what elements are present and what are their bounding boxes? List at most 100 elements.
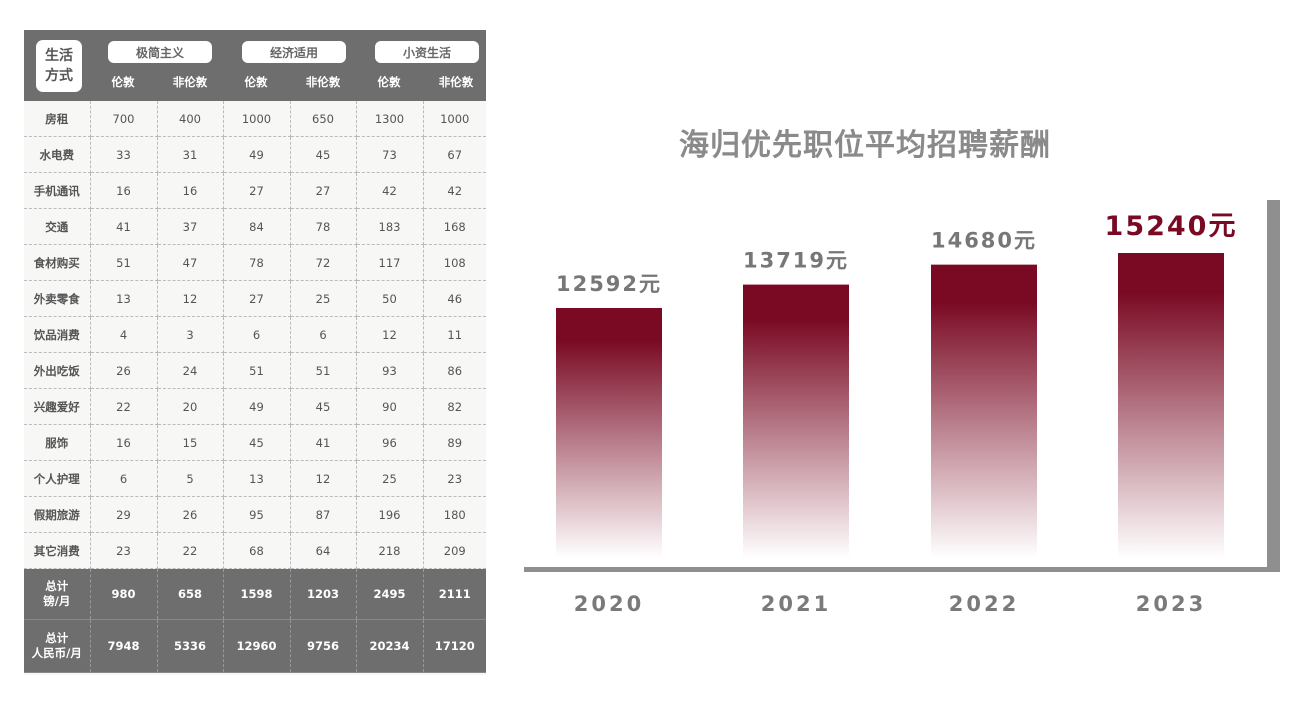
sub-header: 非伦敦 xyxy=(305,75,341,89)
sub-header: 伦敦 xyxy=(244,75,268,89)
table-cell: 45 xyxy=(290,388,357,425)
row-label: 个人护理 xyxy=(24,460,91,497)
table-row: 兴趣爱好 22 20 49 45 90 82 xyxy=(24,388,486,425)
table-cell: 1300 xyxy=(356,101,424,137)
bar-2021 xyxy=(743,284,849,558)
table-cell: 700 xyxy=(90,101,158,137)
table-cell: 31 xyxy=(157,136,224,173)
row-label: 饮品消费 xyxy=(24,316,91,353)
total-row: 总计 镑/月 980 658 1598 1203 2495 2111 xyxy=(24,568,486,620)
table-cell: 16 xyxy=(157,172,224,209)
table-cell: 51 xyxy=(90,244,158,281)
total-cell: 980 xyxy=(90,568,158,620)
total-label: 总计 人民币/月 xyxy=(24,619,91,673)
expense-grid: 房租 700 400 1000 650 1300 1000 水电费 33 31 49 45 73 67 手机… xyxy=(24,101,486,673)
table-cell: 87 xyxy=(290,496,357,533)
table-cell: 13 xyxy=(223,460,291,497)
table-cell: 4 xyxy=(90,316,158,353)
row-label: 食材购买 xyxy=(24,244,91,281)
table-cell: 183 xyxy=(356,208,424,245)
bar-2020 xyxy=(556,308,662,558)
sub-header: 伦敦 xyxy=(111,75,135,89)
table-row: 个人护理 6 5 13 12 25 23 xyxy=(24,460,486,497)
table-cell: 51 xyxy=(290,352,357,389)
table-cell: 67 xyxy=(423,136,486,173)
x-tick-2020: 2020 xyxy=(574,592,644,616)
table-cell: 50 xyxy=(356,280,424,317)
table-cell: 78 xyxy=(223,244,291,281)
data-label-2021: 13719元 xyxy=(743,249,849,273)
x-tick-2023: 2023 xyxy=(1136,592,1206,616)
table-cell: 68 xyxy=(223,532,291,569)
table-cell: 24 xyxy=(157,352,224,389)
table-cell: 47 xyxy=(157,244,224,281)
table-row: 食材购买 51 47 78 72 117 108 xyxy=(24,244,486,281)
sub-header: 非伦敦 xyxy=(172,75,208,89)
table-cell: 1000 xyxy=(223,101,291,137)
total-cell: 9756 xyxy=(290,619,357,673)
expense-table: 生活 方式 极简主义 经济适用 小资生活 伦敦 非伦敦 伦敦 非伦敦 伦敦 非伦… xyxy=(24,30,486,675)
row-label: 假期旅游 xyxy=(24,496,91,533)
row-label: 外卖零食 xyxy=(24,280,91,317)
total-label-line: 总计 xyxy=(45,579,69,593)
table-cell: 22 xyxy=(157,532,224,569)
total-cell: 5336 xyxy=(157,619,224,673)
table-cell: 5 xyxy=(157,460,224,497)
table-cell: 16 xyxy=(90,172,158,209)
table-cell: 22 xyxy=(90,388,158,425)
lifestyle-label: 生活 方式 xyxy=(36,40,82,92)
table-cell: 12 xyxy=(290,460,357,497)
table-cell: 49 xyxy=(223,136,291,173)
table-cell: 29 xyxy=(90,496,158,533)
table-cell: 27 xyxy=(223,172,291,209)
total-cell: 1598 xyxy=(223,568,291,620)
table-cell: 3 xyxy=(157,316,224,353)
total-label-line: 总计 xyxy=(45,631,69,645)
table-row: 饮品消费 4 3 6 6 12 11 xyxy=(24,316,486,353)
total-label: 总计 镑/月 xyxy=(24,568,91,620)
table-cell: 33 xyxy=(90,136,158,173)
table-cell: 20 xyxy=(157,388,224,425)
x-tick-2022: 2022 xyxy=(949,592,1019,616)
table-row: 服饰 16 15 45 41 96 89 xyxy=(24,424,486,461)
table-row: 其它消费 23 22 68 64 218 209 xyxy=(24,532,486,569)
table-row: 外出吃饭 26 24 51 51 93 86 xyxy=(24,352,486,389)
table-cell: 23 xyxy=(90,532,158,569)
table-cell: 86 xyxy=(423,352,486,389)
data-label-2020: 12592元 xyxy=(556,272,662,296)
total-cell: 1203 xyxy=(290,568,357,620)
table-header: 生活 方式 极简主义 经济适用 小资生活 伦敦 非伦敦 伦敦 非伦敦 伦敦 非伦… xyxy=(24,30,486,101)
data-label-2022: 14680元 xyxy=(931,229,1037,253)
total-cell: 20234 xyxy=(356,619,424,673)
table-cell: 42 xyxy=(423,172,486,209)
total-cell: 658 xyxy=(157,568,224,620)
table-cell: 90 xyxy=(356,388,424,425)
lifestyle-label-line2: 方式 xyxy=(45,68,73,84)
table-cell: 41 xyxy=(290,424,357,461)
table-cell: 650 xyxy=(290,101,357,137)
group-minimalism: 极简主义 xyxy=(108,41,212,63)
sub-header: 伦敦 xyxy=(377,75,401,89)
table-cell: 49 xyxy=(223,388,291,425)
table-row: 水电费 33 31 49 45 73 67 xyxy=(24,136,486,173)
table-cell: 26 xyxy=(157,496,224,533)
total-cell: 12960 xyxy=(223,619,291,673)
table-cell: 12 xyxy=(157,280,224,317)
table-cell: 218 xyxy=(356,532,424,569)
table-row: 手机通讯 16 16 27 27 42 42 xyxy=(24,172,486,209)
table-cell: 45 xyxy=(290,136,357,173)
table-cell: 180 xyxy=(423,496,486,533)
table-cell: 93 xyxy=(356,352,424,389)
table-cell: 25 xyxy=(290,280,357,317)
table-cell: 6 xyxy=(223,316,291,353)
table-cell: 84 xyxy=(223,208,291,245)
row-label: 房租 xyxy=(24,101,91,137)
table-cell: 108 xyxy=(423,244,486,281)
group-petty-bourgeois: 小资生活 xyxy=(375,41,479,63)
table-row: 交通 41 37 84 78 183 168 xyxy=(24,208,486,245)
row-label: 水电费 xyxy=(24,136,91,173)
table-cell: 23 xyxy=(423,460,486,497)
sub-header: 非伦敦 xyxy=(438,75,474,89)
table-cell: 41 xyxy=(90,208,158,245)
group-economic: 经济适用 xyxy=(242,41,346,63)
